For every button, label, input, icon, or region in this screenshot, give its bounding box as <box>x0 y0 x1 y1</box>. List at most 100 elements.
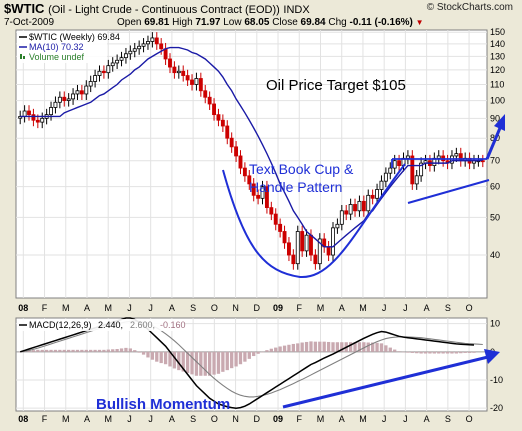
price-x-tick: D <box>254 303 261 313</box>
macd-histogram-bar <box>362 342 366 352</box>
macd-histogram-bar <box>269 348 273 352</box>
macd-histogram-bar <box>75 349 80 352</box>
candle-body <box>172 66 177 74</box>
macd-histogram-bar <box>445 351 450 354</box>
macd-histogram-bar <box>247 351 251 359</box>
candle-body <box>370 194 375 199</box>
price-y-tick: 120 <box>490 65 505 75</box>
price-x-tick: F <box>42 303 48 313</box>
macd-histogram-bar <box>221 351 225 372</box>
candle-body <box>339 210 344 225</box>
macd-x-axis: 08 F M A M J J A S O N D 09 F M A M J J A S O <box>18 414 472 424</box>
candle-body <box>150 37 155 42</box>
macd-x-tick: F <box>297 414 303 424</box>
macd-x-tick: S <box>190 414 196 424</box>
momentum-annotation: Bullish Momentum <box>96 396 230 413</box>
macd-histogram-bar <box>199 351 203 376</box>
macd-histogram-bar <box>357 342 362 352</box>
candle-body <box>97 70 102 76</box>
macd-histogram-bar <box>207 351 212 376</box>
candle-body <box>106 65 111 74</box>
macd-histogram-bar <box>326 341 331 352</box>
macd-histogram-bar <box>467 351 472 353</box>
low-value: 68.05 <box>244 17 270 28</box>
macd-histogram-bar <box>53 349 58 352</box>
macd-x-tick: A <box>339 414 345 424</box>
macd-histogram-bar <box>401 351 406 353</box>
macd-histogram-bar <box>115 349 119 352</box>
candle-body <box>220 119 225 127</box>
target-annotation: Oil Price Target $105 <box>266 77 406 94</box>
price-x-tick: M <box>359 303 367 313</box>
candle-body <box>163 48 168 60</box>
macd-histogram-bar <box>450 351 454 354</box>
macd-histogram-bar <box>291 343 296 352</box>
price-x-tick: A <box>84 303 90 313</box>
macd-x-tick: S <box>445 414 451 424</box>
candle-body <box>62 96 67 101</box>
macd-histogram-bar <box>309 341 313 352</box>
candle-body <box>348 204 353 215</box>
macd-histogram-bar <box>190 351 194 375</box>
macd-histogram-bar <box>388 347 392 352</box>
macd-histogram-bar <box>137 351 141 353</box>
candle-body <box>375 189 380 199</box>
candle-body <box>93 75 98 82</box>
macd-histogram-bar <box>353 342 357 352</box>
candle-body <box>49 107 53 116</box>
macd-y-axis: -20-10010 <box>490 319 503 414</box>
price-x-tick: O <box>211 303 218 313</box>
price-x-tick: S <box>190 303 196 313</box>
price-x-tick: A <box>339 303 345 313</box>
macd-histogram-bar <box>168 351 172 367</box>
macd-legend-label: MACD(12,26,9) <box>29 320 92 330</box>
macd-histogram-bar <box>155 351 159 362</box>
macd-histogram-bar <box>212 351 216 375</box>
macd-histogram-bar <box>97 349 102 352</box>
price-x-tick: M <box>62 303 70 313</box>
macd-histogram-bar <box>384 345 388 352</box>
macd-x-tick: J <box>127 414 132 424</box>
macd-histogram-bar <box>185 351 190 373</box>
candle-body <box>229 137 234 148</box>
macd-histogram-bar <box>300 342 304 352</box>
candle-body <box>300 231 305 252</box>
macd-histogram-bar <box>256 351 260 354</box>
macd-histogram-bar <box>410 351 414 353</box>
macd-y-tick: -20 <box>490 403 503 413</box>
macd-histogram-bar <box>194 351 199 376</box>
candle-body <box>66 98 71 101</box>
price-x-tick: J <box>127 303 132 313</box>
price-x-tick: M <box>104 303 112 313</box>
price-y-tick: 60 <box>490 182 500 192</box>
close-label: Close <box>272 17 298 28</box>
candle-body <box>242 167 247 177</box>
price-y-tick: 90 <box>490 113 500 123</box>
pattern-annotation-line2: Handle Pattern <box>249 179 342 195</box>
macd-x-tick: M <box>62 414 70 424</box>
candle-body <box>154 37 159 45</box>
price-x-tick: A <box>424 303 430 313</box>
macd-x-tick: O <box>466 414 473 424</box>
candle-body <box>119 57 124 61</box>
candle-body <box>331 227 335 256</box>
candle-body <box>137 45 142 50</box>
candle-body <box>22 110 27 117</box>
price-x-tick: A <box>169 303 175 313</box>
candle-body <box>353 204 357 212</box>
macd-x-tick: J <box>382 414 387 424</box>
macd-histogram-bar <box>304 341 309 352</box>
handle-bottom-line <box>407 179 490 204</box>
macd-histogram-bar <box>234 351 238 367</box>
candle-body <box>185 75 190 81</box>
candle-body <box>269 207 274 215</box>
candle-body <box>273 213 278 225</box>
candle-body <box>40 117 45 123</box>
macd-histogram-bar <box>163 351 168 365</box>
macd-histogram-bar <box>159 351 163 364</box>
macd-histogram-bar <box>36 349 40 352</box>
macd-histogram-bar <box>133 350 137 352</box>
candle-body <box>190 79 194 85</box>
macd-x-tick: M <box>359 414 367 424</box>
candle-body <box>53 101 58 108</box>
